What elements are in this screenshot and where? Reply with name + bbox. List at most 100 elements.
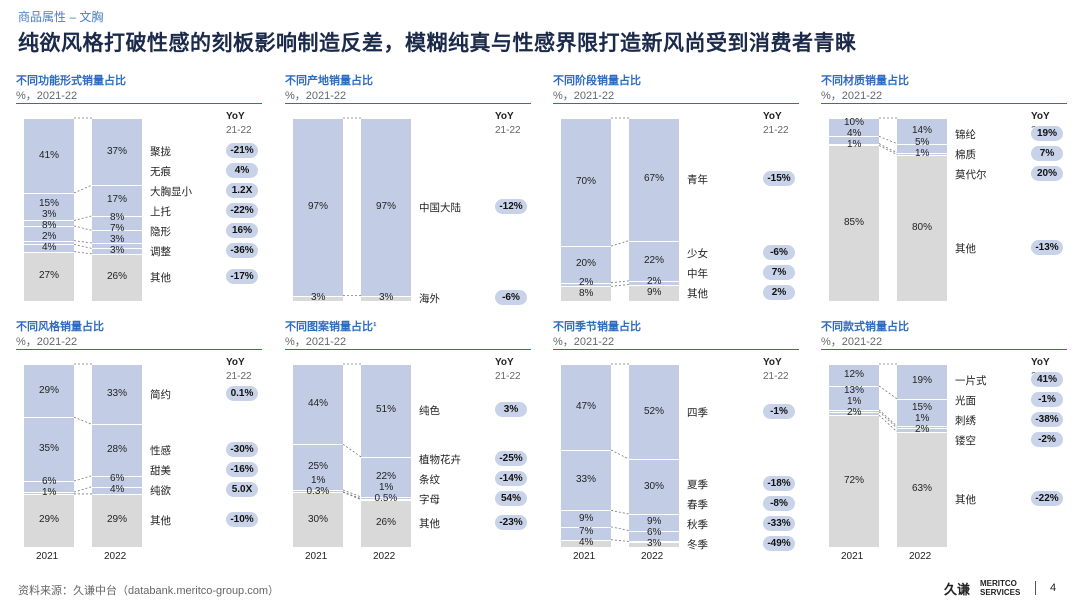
category-label: 夏季: [687, 479, 708, 492]
bar-segment: [629, 280, 679, 285]
yoy-subheader: 21-22: [226, 125, 252, 136]
category-label: 海外: [419, 293, 440, 306]
footer-divider: [1035, 581, 1036, 595]
category-label: 中国大陆: [419, 201, 461, 214]
category-label: 春季: [687, 499, 708, 512]
yoy-badge: 4%: [226, 163, 258, 179]
bar-segment: [829, 415, 879, 547]
segment-value-label: 47%: [576, 401, 597, 412]
yoy-badge: -23%: [495, 515, 527, 531]
segment-value-label: 15%: [912, 401, 933, 413]
chart-unit: %，2021-22: [821, 90, 883, 102]
category-label: 其他: [955, 243, 976, 256]
bar-2022: [361, 364, 411, 547]
bar-segment: [92, 230, 142, 243]
bar-segment: [293, 118, 343, 296]
segment-value-label: 14%: [912, 124, 933, 136]
segment-value-label: 3%: [379, 292, 394, 304]
chart-panel: 不同图案销量占比¹ %，2021-22 YoY 21-22 30% 0.3% 1% 25% 44…: [285, 318, 533, 562]
connector-line: [342, 491, 362, 500]
bar-segment: [829, 411, 879, 416]
chart-panel: 不同阶段销量占比 %，2021-22 YoY 21-22 8% 2% 20% 70% 9% 2% 2…: [553, 72, 801, 312]
page-number: 4: [1050, 582, 1057, 594]
yoy-header: YoY: [763, 111, 782, 122]
bar-segment: [629, 541, 679, 547]
chart-title-rule: [16, 349, 262, 350]
yoy-badge: -1%: [1031, 392, 1063, 407]
chart-title-rule: [16, 103, 262, 104]
segment-value-label: 4%: [110, 484, 125, 496]
bar-segment: [92, 364, 142, 425]
connector-line: [878, 411, 898, 429]
yoy-badge: -2%: [1031, 432, 1063, 447]
category-label: 性感: [150, 445, 171, 457]
bar-segment: [361, 499, 411, 547]
chart-title-rule: [553, 103, 799, 104]
segment-value-label: 29%: [107, 514, 128, 526]
bar-segment: [897, 426, 947, 429]
segment-value-label: 22%: [376, 470, 397, 482]
bar-segment: [293, 364, 343, 445]
bar-2021: [561, 118, 611, 301]
yoy-header: YoY: [495, 111, 514, 122]
connector-line: [610, 449, 630, 460]
bar-segment: [361, 364, 411, 457]
bar-2022: [897, 364, 947, 547]
segment-value-label: 6%: [42, 476, 57, 487]
segment-value-label: 4%: [42, 241, 57, 253]
segment-value-label: 67%: [644, 173, 665, 185]
x-axis-label: 2021: [305, 551, 328, 562]
bar-segment: [897, 428, 947, 432]
category-label: 冬季: [687, 539, 708, 552]
segment-value-label: 2%: [847, 407, 862, 419]
bar-segment: [561, 282, 611, 287]
connector-line: [342, 443, 362, 458]
category-label: 青年: [687, 174, 708, 187]
category-label: 纯欲: [150, 485, 171, 498]
yoy-badge: -22%: [226, 203, 258, 219]
bar-segment: [629, 514, 679, 531]
segment-value-label: 63%: [912, 483, 933, 495]
yoy-badge: 19%: [1031, 126, 1063, 141]
bar-2022: [897, 118, 947, 301]
yoy-subheader: 21-22: [495, 125, 521, 136]
yoy-badge: 1.2X: [226, 183, 258, 199]
bar-segment: [897, 431, 947, 547]
connector-line: [610, 539, 630, 542]
yoy-header: YoY: [226, 357, 245, 368]
yoy-badge: -18%: [763, 476, 795, 492]
segment-value-label: 1%: [915, 412, 930, 424]
yoy-badge: -22%: [1031, 491, 1063, 507]
chart-title-rule: [821, 349, 1067, 350]
chart-panel: 不同风格销量占比 %，2021-22 YoY 21-22 29% 1% 6% 35% 29% 29…: [16, 318, 264, 562]
logo-en-line2: SERVICES: [980, 588, 1021, 597]
bar-segment: [629, 284, 679, 301]
category-label: 少女: [687, 247, 708, 260]
chart-title: 不同款式销量占比: [821, 321, 909, 333]
yoy-header: YoY: [763, 357, 782, 368]
page-title: 纯欲风格打破性感的刻板影响制造反差，模糊纯真与性感界限打造新风尚受到消费者青睐: [18, 31, 857, 55]
segment-value-label: 0.5%: [374, 493, 398, 505]
bar-2021: [829, 118, 879, 301]
chart-title: 不同阶段销量占比: [553, 75, 641, 87]
chart-title: 不同材质销量占比: [821, 75, 909, 87]
category-label: 大胸显小: [150, 186, 192, 199]
bar-segment: [829, 118, 879, 137]
yoy-subheader: 21-22: [763, 371, 789, 382]
category-label: 秋季: [687, 519, 708, 532]
chart-title-rule: [285, 103, 531, 104]
segment-value-label: 2%: [647, 275, 662, 287]
category-label: 字母: [419, 494, 440, 507]
bar-segment: [92, 248, 142, 254]
yoy-badge: 3%: [495, 402, 527, 418]
segment-value-label: 25%: [308, 461, 329, 473]
connector-line: [878, 135, 898, 144]
category-label: 无痕: [150, 166, 171, 179]
category-label: 锦纶: [955, 129, 976, 141]
bar-segment: [24, 417, 74, 482]
segment-value-label: 51%: [376, 404, 397, 416]
bar-segment: [361, 496, 411, 499]
bar-segment: [561, 539, 611, 547]
yoy-header: YoY: [495, 357, 514, 368]
bar-2021: [561, 364, 611, 547]
